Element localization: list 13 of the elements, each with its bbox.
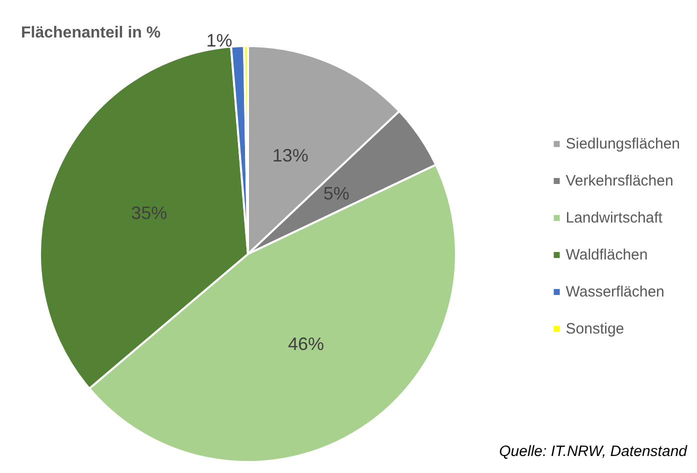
- data-label: 46%: [288, 334, 324, 354]
- legend-label: Wasserflächen: [566, 284, 664, 300]
- legend-label: Waldflächen: [566, 246, 648, 264]
- chart-title: Flächenanteil in %: [21, 24, 161, 42]
- data-label: 1%: [206, 30, 232, 50]
- data-label: 35%: [131, 203, 168, 224]
- legend-label: Siedlungsflächen: [566, 136, 680, 152]
- legend-label: Sonstige: [566, 320, 624, 338]
- data-label: 13%: [272, 146, 308, 166]
- data-label: 5%: [323, 184, 350, 204]
- legend-label: Landwirtschaft: [566, 210, 664, 226]
- legend-label: Verkehrsflächen: [566, 172, 674, 190]
- source-note: Quelle: IT.NRW, Datenstand: [499, 443, 688, 460]
